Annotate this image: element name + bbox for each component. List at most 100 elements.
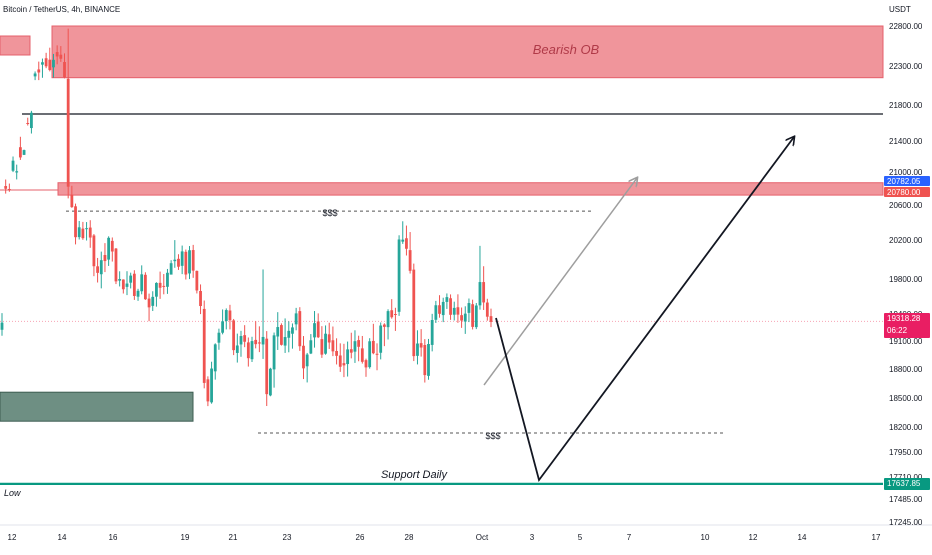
candle-body (368, 341, 372, 368)
price-tags: 20782.05 20780.00 19318.28 06:22 17637.85 (884, 176, 930, 490)
price-tick-label: 18800.00 (889, 365, 923, 374)
time-tick-label: 23 (283, 533, 292, 542)
candle-body (364, 360, 368, 368)
candle (305, 352, 309, 383)
candle (419, 329, 423, 357)
candle (390, 299, 394, 319)
candle-body (471, 304, 475, 327)
candle (232, 318, 236, 356)
time-tick-label: 19 (181, 533, 190, 542)
candle (394, 307, 397, 331)
candle-body (44, 58, 48, 67)
candle-body (467, 303, 471, 313)
price-tag-blue: 20782.05 (884, 176, 930, 186)
candle-body (452, 307, 456, 315)
candle-body (199, 290, 202, 307)
candle-body (136, 290, 140, 297)
candle-body (169, 263, 173, 275)
candle (397, 235, 401, 316)
candle-body (463, 313, 467, 322)
price-tag-background (884, 313, 930, 338)
candle (257, 326, 261, 353)
projection-arrow-grey (483, 178, 637, 386)
candle (268, 367, 272, 397)
candle-body (85, 228, 88, 230)
candle (48, 47, 52, 72)
candle-body (155, 282, 158, 297)
bearish-ob-left-block (0, 35, 31, 56)
candle-body (7, 188, 11, 190)
candle (291, 323, 294, 349)
candle-body (15, 171, 19, 173)
candle-body (386, 311, 390, 328)
candle (81, 221, 85, 240)
candle-body (394, 314, 397, 315)
price-tick-label: 17245.00 (889, 518, 923, 527)
candle (15, 164, 19, 180)
candle-body (313, 323, 316, 338)
candle (349, 332, 353, 359)
candle (169, 260, 173, 275)
candle-body (489, 316, 493, 322)
candle-body (162, 285, 166, 287)
candle (463, 306, 467, 334)
candle (199, 284, 202, 315)
candle-body (449, 298, 452, 315)
time-tick-label: 7 (627, 533, 632, 542)
candle (26, 117, 30, 126)
candle-body (224, 310, 228, 322)
candle (243, 325, 247, 348)
candle-body (405, 238, 408, 249)
candle (110, 237, 114, 262)
candle (92, 234, 96, 277)
candle (107, 236, 111, 266)
upper-liquidity-label: $$$ (322, 208, 337, 218)
candle (405, 225, 408, 256)
candle-body (346, 349, 350, 365)
candle (287, 321, 291, 353)
candle-body (63, 62, 66, 78)
candle (217, 328, 221, 350)
time-axis[interactable]: 12 14 16 19 21 23 26 28 Oct 3 5 7 10 12 14 17 (8, 533, 881, 542)
candle-body (221, 321, 225, 333)
candle-body (302, 345, 305, 369)
candle (202, 300, 206, 389)
candle (180, 245, 184, 275)
price-tag-support: 17637.85 (884, 478, 930, 490)
zones-layer (0, 25, 884, 422)
candle-body (48, 59, 52, 71)
time-tick-label: 16 (109, 533, 118, 542)
candle (88, 220, 92, 248)
candle (357, 335, 361, 362)
candle-body (294, 313, 298, 325)
candle (408, 232, 412, 274)
price-tag-value: 19318.28 (887, 314, 921, 323)
candle (482, 266, 486, 310)
price-tick-label: 19100.00 (889, 337, 923, 346)
candle-body (0, 322, 4, 330)
candle (99, 251, 103, 289)
candle (434, 300, 438, 323)
price-tick-label: 22800.00 (889, 22, 923, 31)
candle (456, 294, 460, 323)
price-tick-label: 17485.00 (889, 495, 923, 504)
candle-body (276, 327, 280, 337)
candle (438, 295, 441, 318)
candle (474, 302, 478, 330)
candle-body (324, 333, 327, 354)
candle (235, 333, 239, 363)
currency-label: USDT (889, 5, 911, 14)
candle (206, 376, 210, 407)
candle (166, 268, 169, 294)
candle (250, 336, 254, 362)
candle (416, 330, 419, 365)
candle-body (250, 341, 254, 360)
candle (360, 335, 364, 364)
candle (324, 325, 327, 355)
candle-body (210, 368, 213, 403)
candle-body (379, 325, 383, 353)
candle-body (41, 62, 44, 65)
